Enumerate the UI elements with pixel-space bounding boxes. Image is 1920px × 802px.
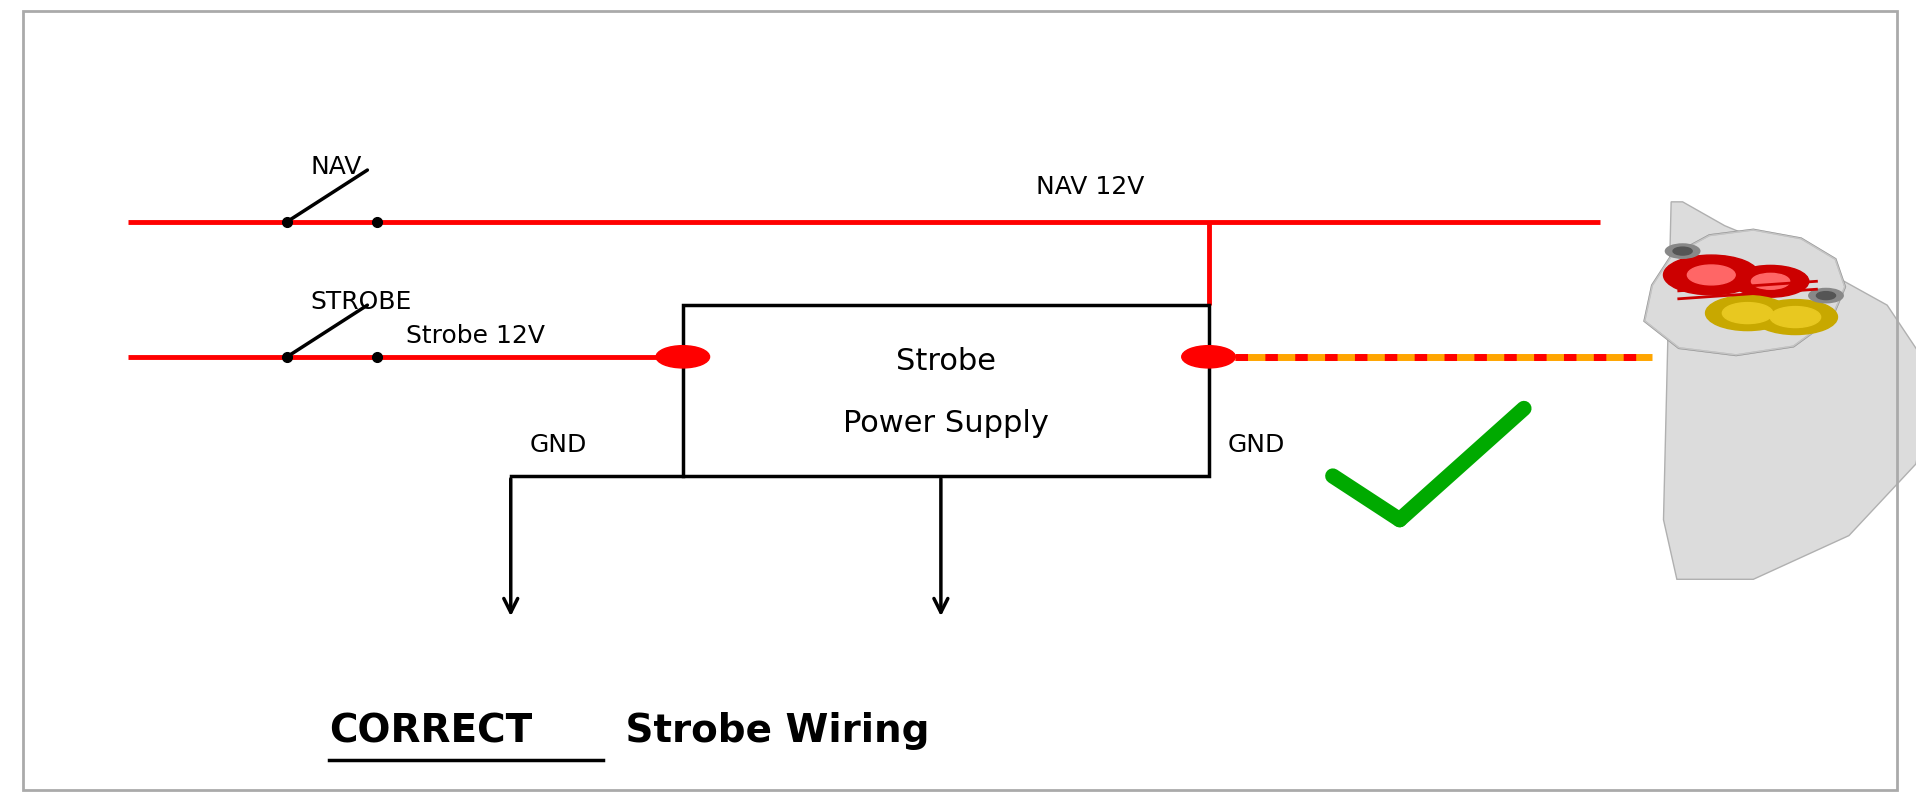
Circle shape (1181, 346, 1235, 368)
Circle shape (1816, 292, 1836, 300)
Circle shape (1705, 296, 1789, 331)
Circle shape (1672, 248, 1692, 256)
Circle shape (1665, 245, 1699, 259)
Circle shape (1753, 300, 1837, 335)
Text: NAV 12V: NAV 12V (1037, 175, 1144, 199)
Circle shape (1809, 289, 1843, 303)
Text: GND: GND (530, 432, 588, 456)
Circle shape (1722, 303, 1772, 324)
Circle shape (1688, 265, 1736, 286)
Text: CORRECT: CORRECT (328, 711, 532, 749)
Circle shape (1751, 274, 1789, 290)
Circle shape (657, 346, 710, 368)
Text: GND: GND (1227, 432, 1284, 456)
Text: Strobe: Strobe (895, 346, 996, 375)
Text: Strobe Wiring: Strobe Wiring (612, 711, 929, 749)
Polygon shape (1644, 230, 1845, 356)
Text: Power Supply: Power Supply (843, 408, 1048, 437)
Polygon shape (1644, 230, 1845, 356)
Text: STROBE: STROBE (309, 290, 411, 314)
Circle shape (1732, 266, 1809, 298)
Text: Strobe 12V: Strobe 12V (405, 324, 545, 348)
Circle shape (1663, 256, 1759, 295)
Circle shape (1770, 307, 1820, 328)
Text: NAV: NAV (309, 155, 361, 179)
Bar (684, 306, 1208, 476)
Polygon shape (1663, 203, 1920, 580)
